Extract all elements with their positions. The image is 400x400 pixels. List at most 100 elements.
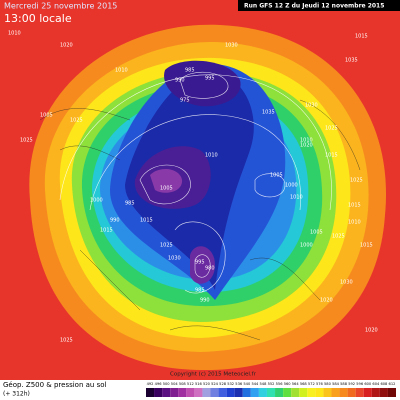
scale-label: 576 bbox=[316, 382, 324, 386]
scale-swatch bbox=[299, 388, 308, 397]
scale-label: 524 bbox=[211, 382, 219, 386]
pressure-label: 1015 bbox=[348, 203, 361, 209]
scale-label: 504 bbox=[171, 382, 179, 386]
scale-swatch bbox=[258, 388, 267, 397]
scale-swatch bbox=[154, 388, 163, 397]
scale-swatch bbox=[371, 388, 380, 397]
pressure-label: 1025 bbox=[20, 138, 33, 144]
scale-swatch bbox=[315, 388, 324, 397]
pressure-label: 1000 bbox=[90, 198, 103, 204]
pressure-label: 1030 bbox=[340, 280, 353, 286]
footer-lead: (+ 312h) bbox=[3, 391, 30, 398]
scale-label: 564 bbox=[292, 382, 300, 386]
pressure-label: 1010 bbox=[348, 220, 361, 226]
pressure-label: 1005 bbox=[270, 173, 283, 179]
pressure-label: 1000 bbox=[300, 243, 313, 249]
scale-swatch bbox=[363, 388, 372, 397]
footer-title: Géop. Z500 & pression au sol bbox=[3, 381, 107, 389]
pressure-label: 990 bbox=[175, 78, 185, 84]
scale-label: 516 bbox=[195, 382, 203, 386]
pressure-label: 1030 bbox=[168, 256, 181, 262]
scale-label: 532 bbox=[227, 382, 234, 386]
scale-swatch bbox=[339, 388, 348, 397]
scale-swatch bbox=[323, 388, 332, 397]
scale-swatch bbox=[162, 388, 171, 397]
scale-label: 520 bbox=[203, 382, 211, 386]
scale-label: 536 bbox=[235, 382, 243, 386]
pressure-label: 995 bbox=[195, 260, 205, 266]
scale-swatch bbox=[275, 388, 284, 397]
scale-label: 592 bbox=[348, 382, 355, 386]
scale-swatch bbox=[234, 388, 243, 397]
pressure-label: 1015 bbox=[355, 34, 368, 40]
scale-label: 528 bbox=[219, 382, 227, 386]
scale-swatch bbox=[210, 388, 219, 397]
pressure-label: 1015 bbox=[360, 243, 373, 249]
scale-swatch bbox=[202, 388, 211, 397]
pressure-label: 1005 bbox=[310, 230, 323, 236]
scale-swatch bbox=[347, 388, 356, 397]
time: 13:00 locale bbox=[4, 12, 72, 25]
pressure-label: 1005 bbox=[160, 186, 173, 192]
scale-swatch bbox=[178, 388, 187, 397]
scale-label: 552 bbox=[268, 382, 275, 386]
scale-label: 596 bbox=[356, 382, 364, 386]
scale-swatch bbox=[146, 388, 155, 397]
scale-swatch bbox=[387, 388, 396, 397]
scale-label: 612 bbox=[389, 382, 396, 386]
coastlines bbox=[39, 99, 361, 341]
scale-swatch bbox=[250, 388, 259, 397]
scale-swatch bbox=[170, 388, 179, 397]
pressure-label: 1015 bbox=[325, 153, 338, 159]
pressure-label: 1025 bbox=[160, 243, 173, 249]
credit: Copyright (c) 2015 Meteociel.fr bbox=[170, 372, 257, 378]
scale-swatch bbox=[186, 388, 195, 397]
pressure-label: 990 bbox=[200, 298, 210, 304]
pressure-label: 995 bbox=[205, 76, 215, 82]
pressure-label: 1020 bbox=[365, 328, 378, 334]
scale-swatch bbox=[194, 388, 203, 397]
pressure-label: 1025 bbox=[60, 338, 73, 344]
pressure-label: 985 bbox=[195, 288, 205, 294]
scale-swatch bbox=[266, 388, 276, 397]
scale-label: 584 bbox=[332, 382, 340, 386]
pressure-label: 1025 bbox=[325, 126, 338, 132]
scale-swatch bbox=[291, 388, 300, 397]
pressure-label: 1010 bbox=[300, 138, 313, 144]
pressure-label: 1020 bbox=[60, 43, 73, 49]
scale-label: 540 bbox=[243, 382, 251, 386]
pressure-label: 980 bbox=[205, 266, 215, 272]
color-scale: 492 496 500 504 508 512 516 520 524 528 532 536 540 5… bbox=[146, 382, 396, 397]
scale-swatch bbox=[218, 388, 227, 397]
scale-label: 568 bbox=[300, 382, 308, 386]
scale-label: 500 bbox=[163, 382, 171, 386]
scale-label: 572 bbox=[308, 382, 315, 386]
pressure-label: 1020 bbox=[300, 143, 313, 149]
scale-label: 580 bbox=[324, 382, 332, 386]
pressure-label: 1010 bbox=[8, 31, 21, 37]
pressure-label: 1030 bbox=[305, 103, 318, 109]
scale-label: 512 bbox=[187, 382, 194, 386]
scale-label: 608 bbox=[380, 382, 388, 386]
pressure-label: 975 bbox=[180, 98, 190, 104]
pressure-label: 1010 bbox=[205, 153, 218, 159]
geopotential-field bbox=[29, 24, 387, 371]
scale-label: 600 bbox=[364, 382, 372, 386]
pressure-label: 1005 bbox=[40, 113, 53, 119]
scale-label: 556 bbox=[276, 382, 284, 386]
pressure-label: 1035 bbox=[345, 58, 358, 64]
scale-swatch bbox=[379, 388, 388, 397]
pressure-label: 1030 bbox=[225, 43, 238, 49]
scale-label: 604 bbox=[372, 382, 380, 386]
pressure-label: 1010 bbox=[290, 195, 303, 201]
pressure-label: 985 bbox=[185, 68, 195, 74]
pressure-label: 1025 bbox=[332, 234, 345, 240]
pressure-label: 990 bbox=[110, 218, 120, 224]
scale-label: 588 bbox=[340, 382, 348, 386]
scale-swatch bbox=[226, 388, 235, 397]
pressure-label: 1010 bbox=[115, 68, 128, 74]
run-box bbox=[238, 0, 400, 11]
